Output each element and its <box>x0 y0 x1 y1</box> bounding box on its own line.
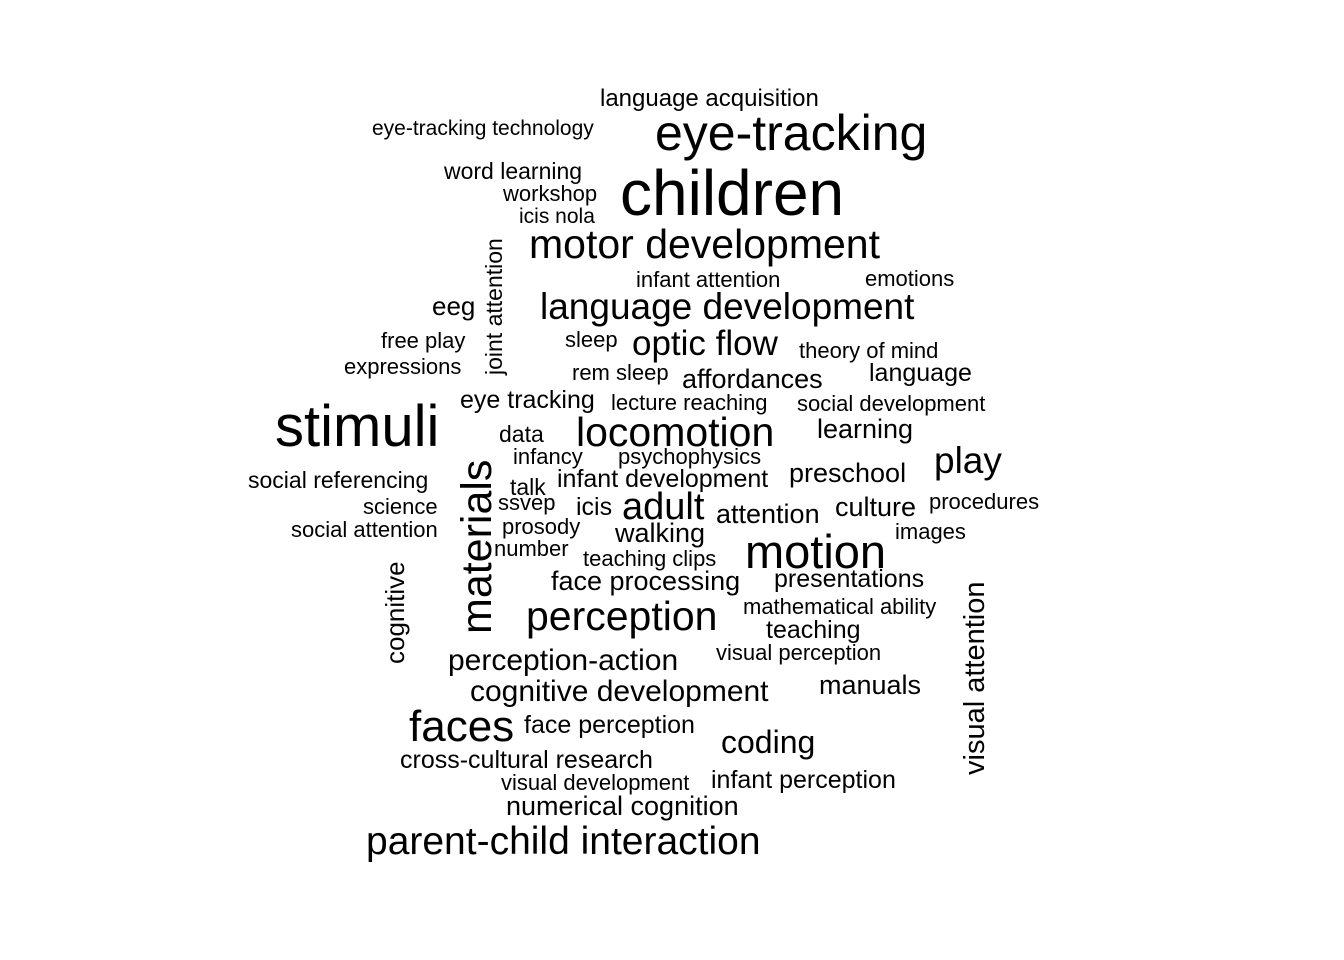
word-social-development: social development <box>797 391 986 416</box>
word-theory-of-mind: theory of mind <box>799 338 939 363</box>
word-walking: walking <box>615 518 706 548</box>
word-number: number <box>494 536 569 561</box>
word-cognitive: cognitive <box>380 561 410 664</box>
word-lecture-reaching: lecture reaching <box>611 390 768 415</box>
word-science: science <box>363 494 438 519</box>
word-infant-development: infant development <box>557 465 769 493</box>
word-talk: talk <box>510 474 546 500</box>
word-perception-action: perception-action <box>448 644 679 677</box>
word-language-development: language development <box>540 286 915 327</box>
word-infancy: infancy <box>513 444 583 469</box>
word-eeg: eeg <box>432 291 476 321</box>
word-emotions: emotions <box>865 266 955 291</box>
word-culture: culture <box>835 492 917 522</box>
word-ssvep: ssvep <box>498 490 556 515</box>
word-visual-development: visual development <box>501 770 690 795</box>
word-optic-flow: optic flow <box>632 324 778 363</box>
word-images: images <box>895 519 966 544</box>
word-sleep: sleep <box>565 327 618 352</box>
word-teaching: teaching <box>766 616 861 644</box>
word-language: language <box>869 359 972 387</box>
word-coding: coding <box>721 724 816 760</box>
word-attention: attention <box>716 499 820 529</box>
word-language-acquisition: language acquisition <box>600 85 819 112</box>
word-learning: learning <box>817 414 914 444</box>
word-faces: faces <box>409 702 515 751</box>
word-prosody: prosody <box>502 514 581 539</box>
word-visual-perception: visual perception <box>716 640 882 665</box>
word-perception: perception <box>526 593 718 639</box>
word-locomotion: locomotion <box>576 409 775 455</box>
word-workshop: workshop <box>503 181 598 206</box>
word-expressions: expressions <box>344 354 462 379</box>
word-infant-perception: infant perception <box>711 766 896 794</box>
word-procedures: procedures <box>929 489 1040 514</box>
word-social-attention: social attention <box>291 517 438 542</box>
word-rem-sleep: rem sleep <box>572 360 669 385</box>
word-visual-attention: visual attention <box>959 581 991 775</box>
word-eye-tracking: eye-tracking <box>655 105 928 161</box>
word-word-learning: word learning <box>444 158 583 184</box>
word-motor-development: motor development <box>529 221 880 267</box>
word-icis: icis <box>576 493 613 521</box>
word-joint-attention: joint attention <box>481 238 507 375</box>
word-cognitive-development: cognitive development <box>470 675 769 708</box>
word-stimuli: stimuli <box>275 394 440 459</box>
word-face-processing: face processing <box>551 566 741 596</box>
word-manuals: manuals <box>819 670 922 700</box>
word-children: children <box>620 157 845 229</box>
word-parent-child-interaction: parent-child interaction <box>366 820 761 863</box>
word-data: data <box>499 421 544 447</box>
word-icis-nola: icis nola <box>519 205 595 228</box>
word-play: play <box>934 440 1002 481</box>
word-psychophysics: psychophysics <box>618 444 762 469</box>
word-preschool: preschool <box>789 458 907 488</box>
word-motion: motion <box>745 525 887 578</box>
word-social-referencing: social referencing <box>248 467 429 493</box>
word-eye-tracking-plain: eye tracking <box>460 386 595 414</box>
word-adult: adult <box>622 486 705 528</box>
word-affordances: affordances <box>682 364 823 394</box>
word-teaching-clips: teaching clips <box>583 546 717 571</box>
word-free-play: free play <box>381 328 466 353</box>
word-presentations: presentations <box>774 565 925 593</box>
word-infant-attention: infant attention <box>636 267 781 292</box>
word-numerical-cognition: numerical cognition <box>506 791 739 821</box>
word-materials: materials <box>453 459 501 634</box>
word-cross-cultural-research: cross-cultural research <box>400 746 653 774</box>
word-mathematical-ability: mathematical ability <box>743 594 937 619</box>
word-face-perception: face perception <box>524 711 695 739</box>
word-eye-tracking-technology: eye-tracking technology <box>372 117 594 140</box>
